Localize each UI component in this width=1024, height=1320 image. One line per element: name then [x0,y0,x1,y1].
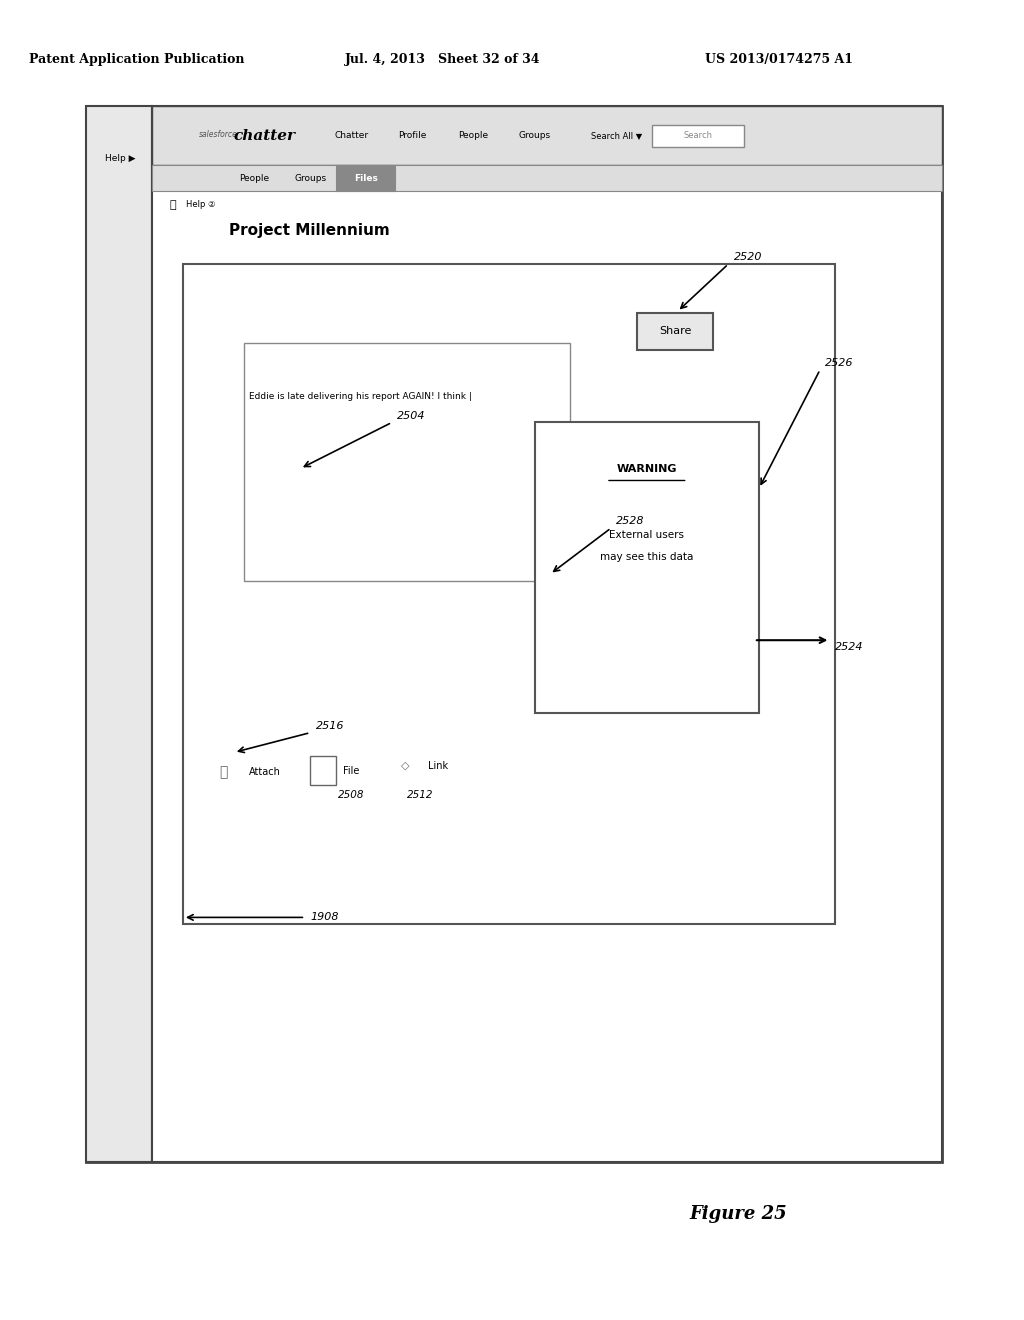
FancyBboxPatch shape [652,125,743,147]
FancyBboxPatch shape [86,106,153,1162]
FancyBboxPatch shape [244,343,570,581]
Text: Eddie is late delivering his report AGAIN! I think |: Eddie is late delivering his report AGAI… [249,392,472,400]
Text: Groups: Groups [294,174,327,182]
Text: Jul. 4, 2013   Sheet 32 of 34: Jul. 4, 2013 Sheet 32 of 34 [345,53,541,66]
FancyBboxPatch shape [310,756,336,785]
Text: Share: Share [659,326,691,337]
Text: WARNING: WARNING [616,463,677,474]
FancyBboxPatch shape [153,106,942,1162]
Text: 2520: 2520 [733,252,762,263]
Text: 2528: 2528 [616,516,645,527]
Text: ⛭: ⛭ [219,766,228,779]
FancyBboxPatch shape [153,165,942,191]
Text: Attach: Attach [249,767,281,777]
Text: 1908: 1908 [310,912,339,923]
Text: Link: Link [428,760,447,771]
Text: ◇: ◇ [401,760,410,771]
Text: Chatter: Chatter [334,132,369,140]
Text: Files: Files [354,174,379,182]
Text: Groups: Groups [518,132,551,140]
Text: 2516: 2516 [315,721,344,731]
Text: US 2013/0174275 A1: US 2013/0174275 A1 [706,53,853,66]
Text: ⓪: ⓪ [170,199,176,210]
Text: Search: Search [683,132,713,140]
Text: 2526: 2526 [825,358,854,368]
Text: 2524: 2524 [836,642,864,652]
Text: Patent Application Publication: Patent Application Publication [30,53,245,66]
FancyBboxPatch shape [535,422,759,713]
Text: may see this data: may see this data [600,552,693,562]
Text: Search All ▼: Search All ▼ [591,132,642,140]
FancyBboxPatch shape [637,313,713,350]
FancyBboxPatch shape [183,264,836,924]
FancyBboxPatch shape [86,106,942,1162]
Text: File: File [343,766,359,776]
Text: salesforce: salesforce [200,131,239,139]
Text: External users: External users [609,529,684,540]
Text: chatter: chatter [233,129,296,143]
Text: People: People [459,132,488,140]
Text: Project Millennium: Project Millennium [228,223,389,239]
Text: 2504: 2504 [397,411,426,421]
Text: Help ②: Help ② [186,201,215,209]
Text: Figure 25: Figure 25 [690,1205,787,1224]
FancyBboxPatch shape [336,165,395,191]
Text: 2512: 2512 [408,789,434,800]
Text: Profile: Profile [398,132,427,140]
Text: Help ▶: Help ▶ [104,154,135,162]
Text: 2508: 2508 [338,789,365,800]
FancyBboxPatch shape [153,106,942,165]
Text: People: People [240,174,269,182]
